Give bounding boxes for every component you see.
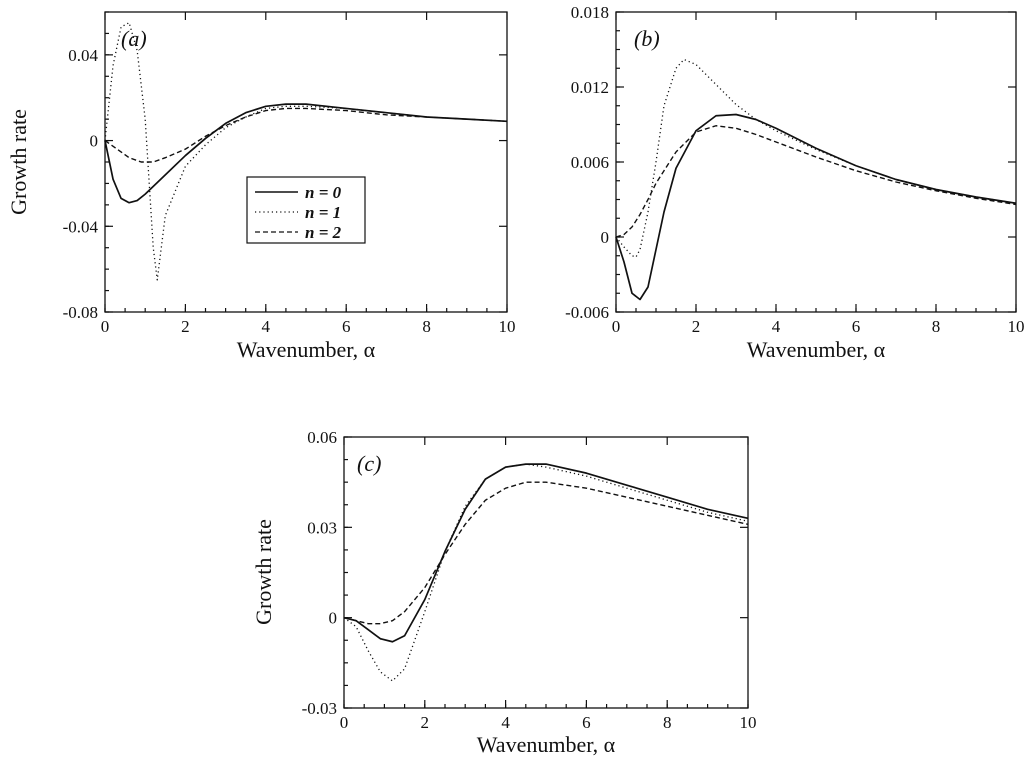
series-line-n0-c [343,463,749,643]
x-tick-label: 0 [101,317,110,336]
x-axis-title-b: Wavenumber, α [747,337,886,362]
series-line-n1-b [615,58,1017,258]
legend-label-n1: n = 1 [305,203,341,222]
x-tick-label: 0 [340,713,349,732]
y-tick-label: -0.03 [302,699,337,718]
x-tick-label: 8 [663,713,672,732]
plot-frame-c [343,436,749,709]
y-tick-label: -0.08 [63,303,98,322]
x-tick-label: 4 [772,317,781,336]
plot-frame-b [615,11,1017,313]
x-tick-label: 10 [1008,317,1025,336]
series-line-n0-b [615,113,1017,301]
y-tick-label: 0.06 [307,428,337,447]
y-tick-label: -0.04 [63,217,99,236]
x-tick-label: 2 [421,713,430,732]
x-tick-label: 0 [612,317,621,336]
series-group-c [343,463,749,682]
panel-label-b: (b) [634,26,660,51]
legend-label-n0: n = 0 [305,183,342,202]
series-line-n1-a [104,22,508,281]
y-tick-label: 0.03 [307,518,337,537]
y-tick-label: 0 [601,228,610,247]
x-tick-label: 4 [501,713,510,732]
y-tick-label: -0.006 [565,303,609,322]
x-axis-title-a: Wavenumber, α [237,337,376,362]
y-tick-label: 0.04 [68,46,98,65]
series-line-n1-c [343,463,749,682]
panel-a: 0 2 4 6 8 10 -0.08 -0.04 0 0.04 (a) Wavenumber, α… [6,11,516,362]
series-line-n2-c [343,481,749,625]
y-tick-label: 0.018 [571,3,609,22]
tick-group-a: 0 2 4 6 8 10 -0.08 -0.04 0 0.04 [63,11,516,336]
series-group-b [615,58,1017,301]
x-tick-label: 6 [582,713,591,732]
x-tick-label: 2 [181,317,190,336]
x-tick-label: 6 [852,317,861,336]
y-axis-title-a: Growth rate [6,109,31,215]
x-tick-label: 2 [692,317,701,336]
plot-frame-a [104,11,508,313]
legend-label-n2: n = 2 [305,223,342,242]
x-tick-label: 10 [740,713,757,732]
y-tick-label: 0 [329,609,338,628]
x-tick-label: 8 [422,317,431,336]
series-line-n2-a [104,107,508,163]
x-tick-label: 8 [932,317,941,336]
x-tick-label: 6 [342,317,351,336]
y-tick-label: 0 [90,132,99,151]
x-tick-label: 10 [499,317,516,336]
x-axis-title-c: Wavenumber, α [477,732,616,757]
y-tick-label: 0.006 [571,153,609,172]
y-axis-title-c: Growth rate [251,519,276,625]
series-line-n2-b [615,125,1017,238]
panel-label-a: (a) [121,26,147,51]
legend: n = 0 n = 1 n = 2 [246,176,366,244]
series-group-a [104,22,508,281]
x-tick-label: 4 [262,317,271,336]
y-tick-label: 0.012 [571,78,609,97]
panel-label-c: (c) [357,451,381,476]
